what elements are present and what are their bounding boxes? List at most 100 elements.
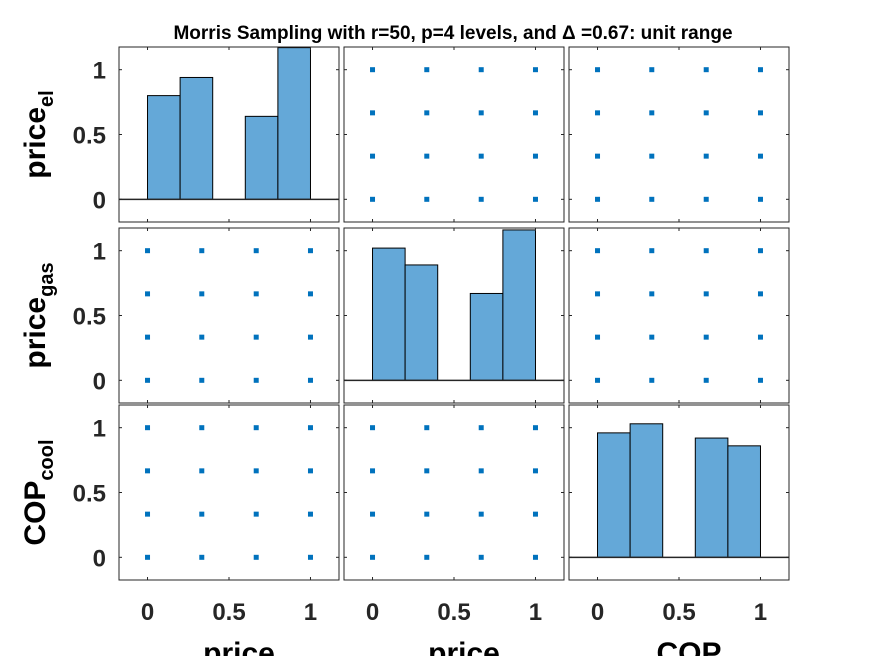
y-tick-label: 0.5	[73, 481, 106, 508]
scatter-point	[199, 334, 205, 340]
scatter-point	[424, 511, 430, 517]
y-axis-label-price-gas: pricegas	[19, 262, 58, 368]
scatter-point	[478, 425, 484, 431]
scatter-point	[478, 153, 484, 159]
scatter-point	[532, 554, 538, 560]
histogram-bar	[629, 423, 664, 558]
scatter-point	[595, 248, 601, 254]
panel-price-gas-vs-cop-cool	[568, 227, 790, 404]
scatter-point	[703, 67, 709, 73]
scatter-point	[424, 468, 430, 474]
x-axis-label-cop-cool: COP	[656, 637, 721, 656]
scatter-point	[253, 334, 259, 340]
panel-cop-cool-vs-price-el	[118, 404, 340, 581]
scatter-point	[253, 554, 259, 560]
scatter-point	[253, 468, 259, 474]
panel-background	[344, 405, 564, 580]
panel-cop-cool-vs-cop-cool	[568, 404, 790, 581]
scatter-point	[307, 554, 313, 560]
scatter-point	[307, 291, 313, 297]
y-tick-label: 0	[93, 545, 106, 572]
scatter-point	[595, 153, 601, 159]
histogram-bar	[147, 95, 181, 200]
axis-labels: 0 0.5 1 0 0.5 1 0 0.5 1 0 0.5 1 0 0.5 1 0 0.5 1 priceel pri…	[19, 58, 767, 656]
y-tick-label: 1	[93, 239, 106, 266]
scatter-point	[199, 291, 205, 297]
x-tick-label: 1	[754, 599, 767, 626]
x-tick-label: 0.5	[437, 599, 470, 626]
scatter-point	[145, 425, 151, 431]
scatter-point	[253, 291, 259, 297]
scatter-point	[199, 511, 205, 517]
panels	[118, 46, 790, 581]
scatter-point	[424, 425, 430, 431]
y-tick-label: 1	[93, 58, 106, 85]
scatter-point	[307, 248, 313, 254]
scatter-point	[532, 67, 538, 73]
y-tick-label: 1	[93, 416, 106, 443]
histogram-bar	[179, 76, 214, 200]
scatter-point	[145, 334, 151, 340]
scatter-point	[757, 377, 763, 383]
scatter-point	[757, 334, 763, 340]
scatter-point	[424, 153, 430, 159]
scatter-point	[307, 468, 313, 474]
y-axis-label-price-el: priceel	[19, 90, 58, 178]
histogram-bar	[502, 229, 536, 381]
panel-frame	[343, 227, 565, 404]
scatter-point	[532, 196, 538, 202]
y-tick-label: 0	[93, 368, 106, 395]
scatter-point	[199, 248, 205, 254]
panel-cop-cool-vs-price-gas	[343, 404, 565, 581]
scatter-point	[253, 511, 259, 517]
scatter-point	[649, 67, 655, 73]
scatter-point	[595, 291, 601, 297]
scatter-point	[145, 511, 151, 517]
scatter-point	[370, 511, 376, 517]
panel-frame	[118, 46, 340, 223]
scatter-point	[424, 554, 430, 560]
panel-price-gas-vs-price-el	[118, 227, 340, 404]
scatter-point	[703, 248, 709, 254]
scatter-point	[532, 511, 538, 517]
x-axis-label-price-el: price	[203, 637, 275, 656]
histogram-bar	[469, 292, 504, 381]
scatter-point	[199, 554, 205, 560]
scatter-point	[424, 196, 430, 202]
scatter-point	[703, 153, 709, 159]
histogram-bar	[727, 445, 761, 558]
scatter-point	[145, 468, 151, 474]
x-tick-label: 0	[591, 599, 604, 626]
scatter-point	[370, 554, 376, 560]
scatter-point	[478, 196, 484, 202]
panel-price-el-vs-price-gas	[343, 46, 565, 223]
scatter-point	[370, 468, 376, 474]
panel-background	[119, 228, 339, 403]
x-tick-label: 0	[366, 599, 379, 626]
scatter-point	[253, 248, 259, 254]
scatter-point	[145, 554, 151, 560]
y-tick-label: 0.5	[73, 123, 106, 150]
panel-frame	[568, 227, 790, 404]
x-tick-label: 0.5	[212, 599, 245, 626]
scatter-point	[253, 377, 259, 383]
scatter-point	[478, 468, 484, 474]
scatter-point	[703, 196, 709, 202]
scatter-point	[532, 468, 538, 474]
scatter-point	[595, 377, 601, 383]
x-tick-label: 1	[304, 599, 317, 626]
scatter-point	[757, 248, 763, 254]
panel-background	[569, 228, 789, 403]
scatter-point	[424, 110, 430, 116]
scatter-point	[649, 110, 655, 116]
panel-price-el-vs-cop-cool	[568, 46, 790, 223]
panel-frame	[568, 404, 790, 581]
scatter-point	[532, 153, 538, 159]
scatter-point	[307, 511, 313, 517]
scatter-point	[370, 196, 376, 202]
scatter-point	[370, 67, 376, 73]
histogram-bar	[694, 437, 729, 558]
panel-background	[569, 47, 789, 222]
scatter-point	[595, 196, 601, 202]
y-axis-label-cop-cool: COPcool	[19, 439, 58, 545]
